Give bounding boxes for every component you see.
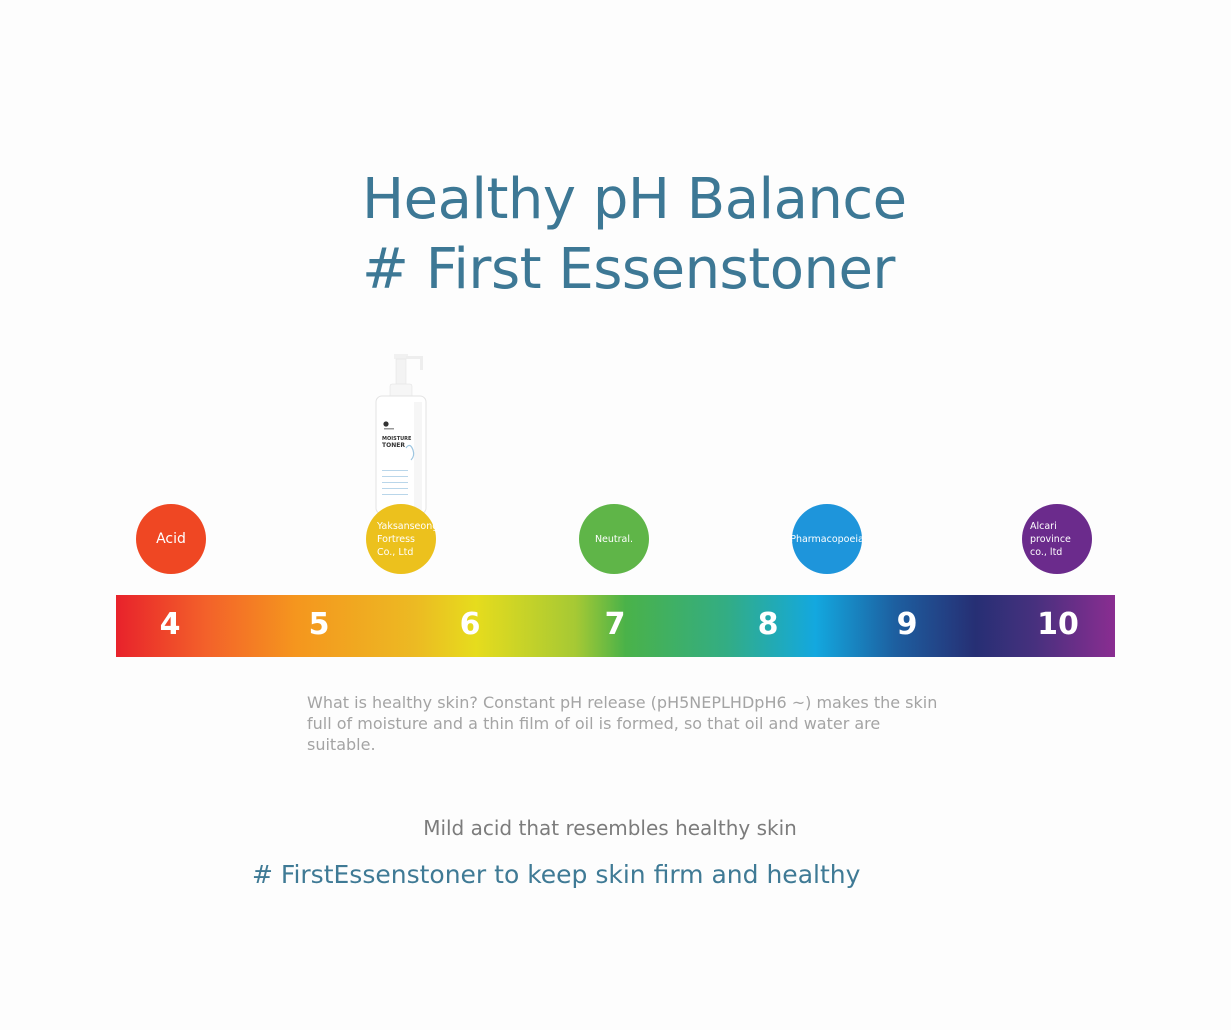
marker-acid: Acid xyxy=(136,504,206,574)
title-line-2: # First Essenstoner xyxy=(362,237,895,302)
ph-tick-9: 9 xyxy=(896,607,918,642)
ph-tick-4: 4 xyxy=(159,607,181,642)
bottle-label-1: MOISTURE xyxy=(382,436,412,442)
description-text: What is healthy skin? Constant pH releas… xyxy=(307,693,938,754)
marker-pharmacopoeia: Pharmacopoeia xyxy=(790,504,864,574)
ph-tick-7: 7 xyxy=(604,607,626,642)
page-title: Healthy pH Balance # First Essenstoner xyxy=(362,165,907,305)
title-line-1: Healthy pH Balance xyxy=(362,167,907,232)
marker-neutral: Neutral. xyxy=(579,504,649,574)
marker-alcari: Alcari province co., ltd xyxy=(1022,504,1092,574)
ph-tick-10: 10 xyxy=(1037,607,1079,642)
toner-bottle-image: MOISTURE TONER xyxy=(375,354,427,515)
marker-neutral-label: Neutral. xyxy=(594,533,634,545)
marker-alcari-label: Alcari province co., ltd xyxy=(1030,520,1071,558)
marker-yaksanseong: Yaksanseong Fortress Co., Ltd xyxy=(366,504,439,574)
marker-acid-label: Acid xyxy=(156,531,186,547)
ph-tick-5: 5 xyxy=(308,607,330,642)
ph-tick-6: 6 xyxy=(459,607,481,642)
bottle-label-2: TONER xyxy=(382,442,405,449)
tagline-primary: Mild acid that resembles healthy skin xyxy=(423,816,797,840)
marker-pharmacopoeia-label: Pharmacopoeia xyxy=(790,533,864,545)
ph-tick-8: 8 xyxy=(757,607,779,642)
tagline-hashtag: # FirstEssenstoner to keep skin firm and… xyxy=(252,860,861,889)
marker-yaksanseong-label: Yaksanseong Fortress Co., Ltd xyxy=(377,520,439,558)
ph-scale-bar: 4 5 6 7 8 9 10 xyxy=(116,595,1115,657)
